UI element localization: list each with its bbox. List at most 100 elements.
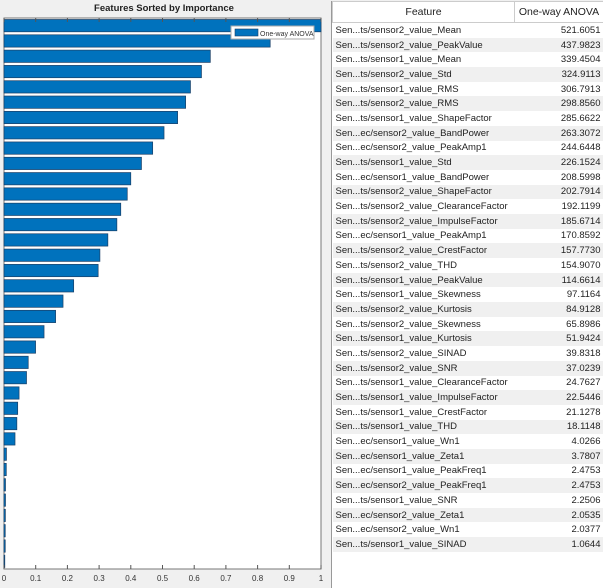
feature-name-cell[interactable]: Sen...ts/sensor1_value_CrestFactor	[335, 406, 488, 418]
feature-name-cell[interactable]: Sen...ts/sensor2_value_ImpulseFactor	[332, 213, 515, 229]
table-row[interactable]: Sen...ts/sensor2_value_Kurtosis 84.9128	[332, 302, 603, 317]
anova-score-cell[interactable]: 185.6714	[514, 213, 603, 229]
feature-name-cell[interactable]: Sen...ts/sensor2_value_SINAD	[335, 347, 467, 359]
anova-score-cell[interactable]: 24.7627	[566, 377, 601, 389]
anova-score-cell[interactable]: 97.1164	[566, 289, 601, 301]
feature-name-cell[interactable]: Sen...ec/sensor1_value_Zeta1	[332, 448, 515, 464]
feature-name-cell[interactable]: Sen...ec/sensor1_value_PeakAmp1	[335, 230, 487, 242]
table-row[interactable]: Sen...ts/sensor2_value_ClearanceFactor 19…	[333, 199, 603, 214]
anova-score-cell[interactable]: 84.9128	[514, 302, 603, 317]
anova-score-cell[interactable]: 2.0535	[514, 507, 603, 523]
anova-score-cell[interactable]: 65.8986	[566, 318, 601, 330]
feature-name-cell[interactable]: Sen...ts/sensor2_value_RMS	[332, 96, 515, 112]
feature-name-cell[interactable]: Sen...ts/sensor1_value_SINAD	[332, 537, 515, 552]
anova-score-cell[interactable]: 37.0239	[514, 360, 603, 376]
table-row[interactable]: Sen...ts/sensor2_value_Mean 521.6051	[333, 23, 603, 38]
anova-score-cell[interactable]: 521.6051	[560, 24, 601, 36]
feature-name-cell[interactable]: Sen...ts/sensor2_value_CrestFactor	[332, 243, 515, 258]
feature-name-cell[interactable]: Sen...ts/sensor2_value_THD	[335, 259, 457, 271]
anova-score-cell[interactable]: 2.0377	[571, 524, 601, 536]
table-row[interactable]: Sen...ts/sensor2_value_ImpulseFactor 185.…	[332, 213, 603, 229]
anova-score-cell[interactable]: 437.9823	[514, 37, 603, 53]
feature-name-cell[interactable]: Sen...ts/sensor2_value_Mean	[335, 24, 462, 36]
anova-score-cell[interactable]: 51.9424	[514, 331, 603, 347]
table-row[interactable]: Sen...ts/sensor2_value_RMS 298.8560	[332, 96, 603, 112]
anova-score-cell[interactable]: 4.0266	[571, 436, 601, 448]
anova-score-cell[interactable]: 154.9070	[560, 259, 601, 271]
feature-name-cell[interactable]: Sen...ec/sensor2_value_PeakAmp1	[335, 142, 487, 154]
table-row[interactable]: Sen...ts/sensor1_value_ShapeFactor 285.66…	[333, 111, 603, 126]
table-row[interactable]: Sen...ec/sensor1_value_Zeta1 3.7807	[332, 448, 603, 464]
table-row[interactable]: Sen...ts/sensor2_value_CrestFactor 157.77…	[332, 243, 603, 258]
table-row[interactable]: Sen...ec/sensor2_value_Wn1 2.0377	[333, 522, 603, 537]
feature-name-cell[interactable]: Sen...ts/sensor1_value_THD	[332, 419, 515, 435]
anova-score-cell[interactable]: 208.5998	[560, 171, 601, 183]
feature-name-cell[interactable]: Sen...ts/sensor2_value_Std	[332, 67, 515, 82]
anova-score-cell[interactable]: 263.3072	[514, 125, 603, 141]
feature-name-cell[interactable]: Sen...ts/sensor1_value_ImpulseFactor	[332, 390, 515, 405]
anova-score-cell[interactable]: 21.1278	[566, 406, 601, 418]
anova-score-cell[interactable]: 285.6622	[560, 112, 601, 124]
table-row[interactable]: Sen...ts/sensor1_value_Kurtosis 51.9424	[332, 331, 603, 347]
anova-score-cell[interactable]: 170.8592	[560, 230, 601, 242]
table-row[interactable]: Sen...ts/sensor1_value_THD 18.1148	[332, 419, 603, 435]
feature-name-cell[interactable]: Sen...ts/sensor1_value_SNR	[335, 494, 458, 506]
table-row[interactable]: Sen...ts/sensor1_value_ClearanceFactor 24…	[333, 376, 603, 391]
anova-score-cell[interactable]: 339.4504	[560, 54, 601, 66]
feature-name-cell[interactable]: Sen...ec/sensor1_value_Wn1	[335, 436, 460, 448]
anova-score-cell[interactable]: 39.8318	[566, 347, 601, 359]
anova-score-cell[interactable]: 2.4753	[514, 478, 603, 493]
anova-score-cell[interactable]: 306.7913	[560, 83, 601, 95]
table-row[interactable]: Sen...ts/sensor1_value_RMS 306.7913	[333, 82, 603, 97]
table-row[interactable]: Sen...ec/sensor1_value_PeakAmp1 170.8592	[333, 229, 603, 244]
anova-score-cell[interactable]: 157.7730	[514, 243, 603, 258]
feature-name-cell[interactable]: Sen...ec/sensor2_value_Zeta1	[332, 507, 515, 523]
table-row[interactable]: Sen...ts/sensor2_value_Skewness 65.8986	[333, 317, 603, 332]
table-row[interactable]: Sen...ts/sensor2_value_SINAD 39.8318	[333, 346, 603, 361]
anova-score-cell[interactable]: 2.4753	[571, 465, 601, 477]
anova-score-cell[interactable]: 202.7914	[514, 184, 603, 200]
feature-name-cell[interactable]: Sen...ts/sensor2_value_Kurtosis	[332, 302, 515, 317]
table-row[interactable]: Sen...ts/sensor1_value_CrestFactor 21.127…	[333, 405, 603, 420]
feature-name-cell[interactable]: Sen...ts/sensor2_value_ShapeFactor	[332, 184, 515, 200]
feature-name-cell[interactable]: Sen...ec/sensor1_value_PeakFreq1	[335, 465, 487, 477]
feature-name-cell[interactable]: Sen...ts/sensor2_value_ClearanceFactor	[335, 201, 508, 213]
anova-score-cell[interactable]: 324.9113	[514, 67, 603, 82]
table-row[interactable]: Sen...ts/sensor1_value_SNR 2.2506	[333, 493, 603, 508]
table-row[interactable]: Sen...ec/sensor1_value_Wn1 4.0266	[333, 434, 603, 449]
feature-name-cell[interactable]: Sen...ts/sensor1_value_ClearanceFactor	[335, 377, 508, 389]
table-row[interactable]: Sen...ec/sensor2_value_BandPower 263.3072	[332, 125, 603, 141]
feature-name-cell[interactable]: Sen...ts/sensor1_value_PeakValue	[332, 272, 515, 288]
feature-name-cell[interactable]: Sen...ts/sensor1_value_Mean	[335, 54, 462, 66]
anova-score-cell[interactable]: 18.1148	[514, 419, 603, 435]
column-header-anova[interactable]: One-way ANOVA	[514, 1, 603, 23]
anova-score-cell[interactable]: 226.1524	[514, 155, 603, 170]
feature-name-cell[interactable]: Sen...ec/sensor2_value_BandPower	[332, 125, 515, 141]
table-row[interactable]: Sen...ts/sensor1_value_ImpulseFactor 22.5…	[332, 390, 603, 405]
feature-name-cell[interactable]: Sen...ts/sensor1_value_Std	[332, 155, 515, 170]
table-row[interactable]: Sen...ec/sensor1_value_BandPower 208.5998	[333, 170, 603, 185]
table-row[interactable]: Sen...ts/sensor2_value_SNR 37.0239	[332, 360, 603, 376]
table-row[interactable]: Sen...ec/sensor2_value_PeakAmp1 244.6448	[333, 141, 603, 156]
column-header-feature[interactable]: Feature	[332, 1, 515, 23]
feature-name-cell[interactable]: Sen...ts/sensor1_value_RMS	[335, 83, 459, 95]
feature-name-cell[interactable]: Sen...ts/sensor1_value_ShapeFactor	[335, 112, 492, 124]
table-row[interactable]: Sen...ts/sensor1_value_Skewness 97.1164	[333, 287, 603, 302]
table-row[interactable]: Sen...ts/sensor1_value_SINAD 1.0644	[332, 537, 603, 552]
anova-score-cell[interactable]: 22.5446	[514, 390, 603, 405]
table-row[interactable]: Sen...ec/sensor2_value_Zeta1 2.0535	[332, 507, 603, 523]
table-row[interactable]: Sen...ts/sensor2_value_Std 324.9113	[332, 67, 603, 82]
feature-name-cell[interactable]: Sen...ec/sensor2_value_Wn1	[335, 524, 460, 536]
anova-score-cell[interactable]: 3.7807	[514, 448, 603, 464]
anova-score-cell[interactable]: 1.0644	[514, 537, 603, 552]
feature-name-cell[interactable]: Sen...ts/sensor1_value_Kurtosis	[332, 331, 515, 347]
anova-score-cell[interactable]: 298.8560	[514, 96, 603, 112]
anova-score-cell[interactable]: 114.6614	[514, 272, 603, 288]
anova-score-cell[interactable]: 244.6448	[560, 142, 601, 154]
anova-score-cell[interactable]: 2.2506	[571, 494, 601, 506]
table-row[interactable]: Sen...ts/sensor1_value_Mean 339.4504	[333, 52, 603, 67]
table-row[interactable]: Sen...ts/sensor1_value_Std 226.1524	[332, 155, 603, 170]
feature-name-cell[interactable]: Sen...ec/sensor2_value_PeakFreq1	[332, 478, 515, 493]
anova-score-cell[interactable]: 192.1199	[561, 201, 601, 213]
table-row[interactable]: Sen...ts/sensor1_value_PeakValue 114.6614	[332, 272, 603, 288]
